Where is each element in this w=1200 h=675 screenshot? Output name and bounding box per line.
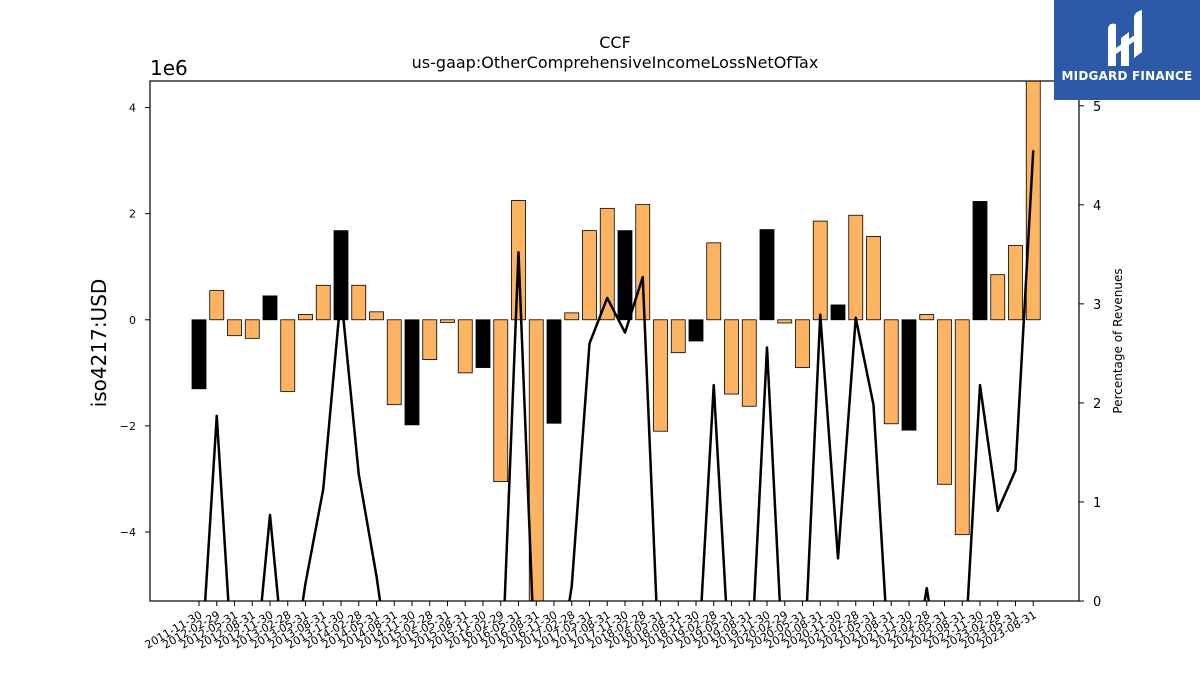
bar-2011-11-30 [191,319,207,390]
chart-title: CCF [599,33,631,52]
bar-2022-08-31 [954,319,970,536]
midgard-finance-logo: MIDGARD FINANCE [1054,0,1200,100]
bar-2019-08-31 [741,319,757,407]
bar-2019-02-28 [706,242,722,321]
bar-2013-02-28 [280,319,296,392]
bar-2022-02-28 [919,314,935,321]
bar-2016-02-29 [493,319,509,483]
bar-2012-02-29 [209,290,225,321]
bar-2017-05-31 [582,230,597,321]
bar-2013-11-30 [333,230,349,321]
bar-2013-05-31 [298,314,313,321]
bar-2017-11-30 [617,230,633,321]
y2-tick-label: 2 [1093,397,1101,412]
bar-2022-05-31 [937,319,952,485]
y2-tick-label: 4 [1093,199,1101,214]
bar-2020-11-30 [830,304,846,321]
midgard-logo-mark-icon [1108,10,1142,67]
bar-2020-08-31 [812,220,828,321]
bar-2016-11-30 [546,319,562,424]
brand-name: MIDGARD FINANCE [1061,69,1193,83]
bar-2018-11-30 [688,319,704,342]
bar-2012-08-31 [244,319,260,339]
bar-2020-02-29 [777,319,793,324]
bar-2012-05-31 [227,319,242,337]
bar-2018-08-31 [670,319,686,354]
bar-2023-02-28 [990,274,1006,321]
bar-2020-05-31 [795,319,810,368]
bar-2014-08-31 [386,319,402,406]
bar-2021-11-30 [901,319,917,431]
plot-frame [149,80,1080,602]
y2-tick-label: 0 [1093,595,1101,610]
y2-axis-label: Percentage of Revenues [1111,268,1125,413]
bar-2019-05-31 [724,319,739,395]
bar-2019-11-30 [759,229,775,321]
bar-2014-11-30 [404,319,420,426]
bar-2023-05-31 [1008,245,1023,321]
bar-2013-08-31 [315,284,331,321]
y-offset-label: 1e6 [150,56,188,80]
y-tick-label: 2 [129,208,136,221]
y2-tick-label: 1 [1093,496,1101,511]
bar-2021-08-31 [883,319,899,425]
y2-tick-label: 3 [1093,298,1101,313]
bar-2018-05-31 [653,319,668,432]
y2-tick-label: 5 [1093,100,1101,115]
bar-2015-08-31 [457,319,473,374]
chart-subtitle: us-gaap:OtherComprehensiveIncomeLossNetO… [412,53,819,72]
bar-2016-08-31 [528,319,544,601]
bar-2021-05-31 [866,236,881,321]
bar-2017-08-31 [599,207,615,321]
y-tick-label: −2 [120,420,136,433]
y-tick-label: 4 [129,102,136,115]
bar-2015-11-30 [475,319,491,368]
y-tick-label: 0 [129,314,136,327]
bar-2014-02-28 [351,284,367,321]
bar-2023-08-31 [1025,81,1041,321]
percentage-of-revenues-line [203,150,1035,601]
y-tick-label: −4 [120,526,136,539]
bar-2022-11-30 [972,201,988,321]
bar-2012-11-30 [262,295,278,321]
bar-2014-05-31 [369,311,384,321]
bar-2017-02-28 [564,312,580,321]
y-axis-label: iso4217:USD [87,279,111,408]
bar-2015-02-28 [422,319,438,360]
bar-2021-02-28 [848,214,864,321]
bar-2015-05-31 [440,319,455,323]
